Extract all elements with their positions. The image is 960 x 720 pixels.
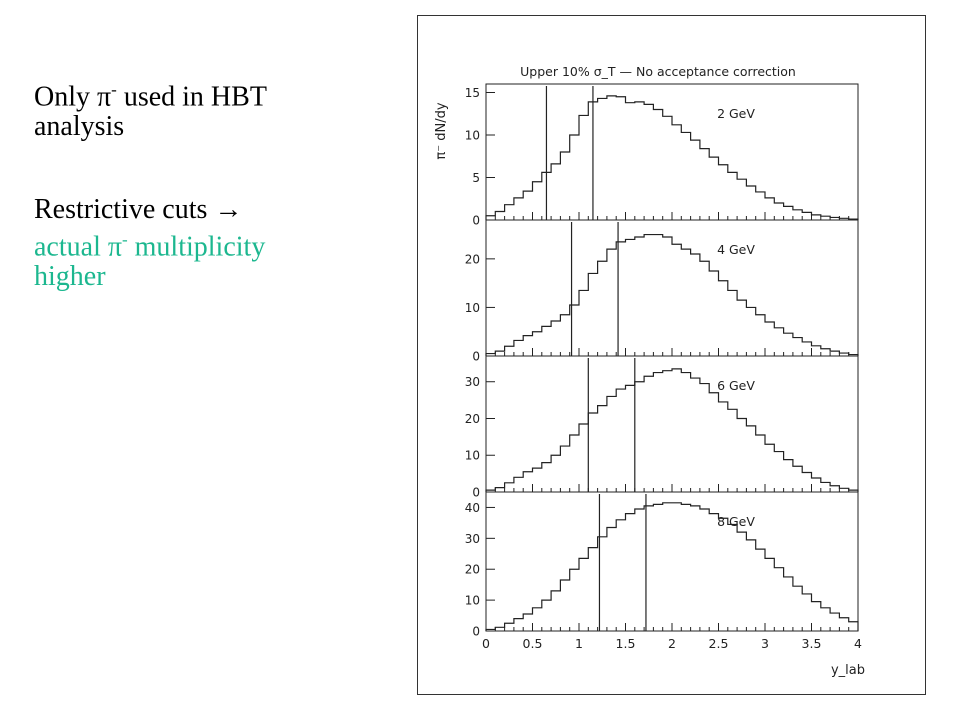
y-axis-label: π⁻ dN/dy <box>434 102 449 159</box>
slide-text-block-2: Restrictive cuts → actual π- multiplicit… <box>34 195 265 292</box>
panel-label-6-gev: 6 GeV <box>717 378 755 393</box>
y-tick-label: 15 <box>465 86 480 100</box>
text-line-restrictive-cuts: Restrictive cuts → <box>34 195 265 225</box>
y-tick-label: 5 <box>472 171 480 185</box>
x-tick-label: 3.5 <box>802 636 822 651</box>
y-tick-label: 10 <box>465 129 480 143</box>
y-tick-label: 10 <box>465 449 480 463</box>
rapidity-histogram-figure: Upper 10% σ_T — No acceptance correction… <box>434 64 865 678</box>
right-arrow-icon: → <box>214 194 243 225</box>
histogram-series-8-gev <box>485 502 859 631</box>
y-tick-label: 20 <box>465 412 480 426</box>
y-tick-label: 30 <box>465 375 480 389</box>
x-tick-label: 4 <box>854 636 862 651</box>
histogram-series-4-gev <box>485 233 859 356</box>
slide-text-block-1: Only π- used in HBT analysis <box>34 75 267 142</box>
text-line-only-pi-minus: Only π- used in HBT <box>34 75 267 112</box>
panel-label-4-gev: 4 GeV <box>717 242 755 257</box>
y-tick-label: 10 <box>465 594 480 608</box>
x-tick-label: 1 <box>575 636 583 651</box>
y-tick-label: 20 <box>465 252 480 266</box>
histogram-series-2-gev <box>485 95 859 220</box>
panel-frame-8-gev <box>485 491 859 632</box>
text-multiplicity: multiplicity <box>127 231 266 263</box>
pi-symbol: π <box>107 231 122 263</box>
text-restrictive-cuts: Restrictive cuts <box>34 194 215 225</box>
y-tick-label: 40 <box>465 501 480 515</box>
figure-frame <box>417 15 926 695</box>
x-tick-label: 0 <box>482 636 490 651</box>
y-tick-label: 30 <box>465 532 480 546</box>
x-tick-label: 2.5 <box>709 636 729 651</box>
y-tick-label: 0 <box>472 214 480 228</box>
y-tick-label: 0 <box>472 486 480 500</box>
x-tick-label: 1.5 <box>616 636 636 651</box>
panel-frame-2-gev <box>485 83 859 221</box>
text-line-actual-multiplicity: actual π- multiplicity <box>34 225 265 262</box>
x-tick-label: 3 <box>761 636 769 651</box>
text-line-higher: higher <box>34 261 106 293</box>
text-used-in-hbt: used in HBT <box>116 81 267 113</box>
y-tick-label: 0 <box>472 350 480 364</box>
panel-label-8-gev: 8 GeV <box>717 514 755 529</box>
minus-superscript: - <box>111 80 117 99</box>
minus-superscript: - <box>121 230 128 249</box>
x-axis-label: y_lab <box>831 663 865 678</box>
pi-symbol: π <box>97 81 112 113</box>
x-tick-label: 2 <box>668 636 676 651</box>
y-tick-label: 10 <box>465 301 480 315</box>
text-actual: actual <box>34 231 108 263</box>
panel-label-2-gev: 2 GeV <box>717 106 755 121</box>
y-tick-label: 0 <box>472 625 480 639</box>
x-tick-label: 0.5 <box>523 636 543 651</box>
text-only: Only <box>34 81 97 113</box>
chart-title: Upper 10% σ_T — No acceptance correction <box>520 64 796 79</box>
y-tick-label: 20 <box>465 563 480 577</box>
histogram-series-6-gev <box>485 368 859 492</box>
text-line-analysis: analysis <box>34 111 125 143</box>
